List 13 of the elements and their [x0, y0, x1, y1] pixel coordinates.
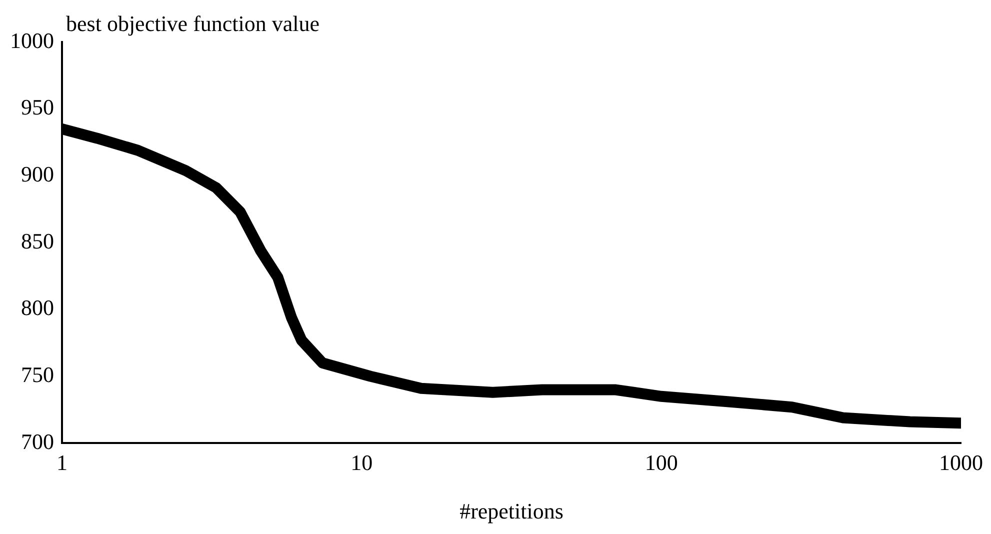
y-tick-label: 800 — [21, 295, 54, 320]
y-tick-label: 700 — [21, 428, 54, 454]
y-tick-label: 950 — [21, 94, 54, 120]
x-tick-label: 100 — [644, 450, 678, 476]
x-axis-title: #repetitions — [460, 498, 564, 524]
x-tick-label: 1000 — [939, 450, 983, 476]
y-tick-label: 850 — [21, 228, 54, 254]
y-tick-label: 900 — [21, 162, 54, 187]
y-tick-label: 750 — [21, 362, 54, 388]
x-tick-label: 1 — [56, 450, 68, 476]
y-axis-title: best objective function value — [66, 10, 320, 36]
y-tick-label: 1000 — [10, 28, 54, 53]
x-tick-label: 10 — [350, 450, 373, 476]
